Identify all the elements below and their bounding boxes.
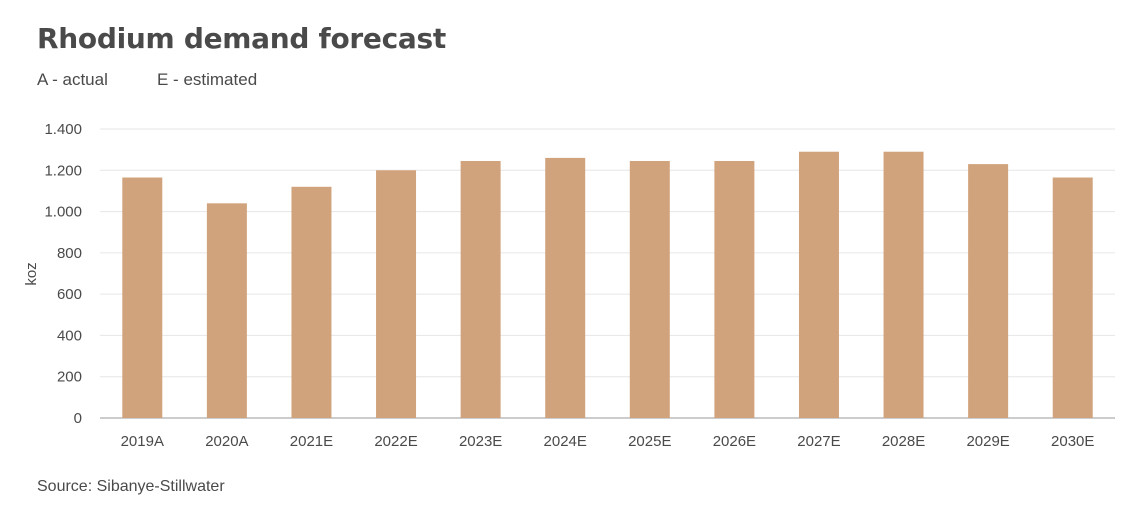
y-tick-label: 1.400	[44, 121, 82, 138]
bars	[122, 151, 1093, 418]
y-tick-labels: 0 200 400 600 800 1.000 1.200 1.400	[44, 121, 82, 427]
bar-2029E	[968, 164, 1009, 418]
source-note: Source: Sibanye-Stillwater	[37, 478, 225, 495]
bar-2028E	[883, 151, 924, 418]
bar-2024E	[545, 157, 586, 418]
bar-2027E	[798, 151, 839, 418]
bar-2023E	[460, 160, 501, 418]
x-tick-label: 2020A	[205, 433, 248, 450]
x-tick-label: 2028E	[882, 433, 925, 450]
x-tick-label: 2022E	[374, 433, 417, 450]
x-tick-labels: 2019A 2020A 2021E 2022E 2023E 2024E 2025E 2026E…	[121, 433, 1095, 450]
x-tick-label: 2019A	[121, 433, 164, 450]
x-tick-label: 2030E	[1051, 433, 1094, 450]
bar-2030E	[1052, 177, 1093, 418]
x-tick-label: 2025E	[628, 433, 671, 450]
y-tick-label: 400	[57, 327, 82, 344]
bar-2025E	[629, 160, 670, 418]
x-tick-label: 2021E	[290, 433, 333, 450]
y-tick-label: 0	[74, 410, 82, 427]
bar-2026E	[714, 160, 755, 418]
bar-2020A	[206, 203, 247, 418]
x-tick-label: 2029E	[966, 433, 1009, 450]
bar-2019A	[122, 177, 163, 418]
x-tick-label: 2023E	[459, 433, 502, 450]
bar-2021E	[291, 186, 332, 418]
y-tick-label: 600	[57, 286, 82, 303]
x-tick-label: 2026E	[713, 433, 756, 450]
y-axis-label: koz	[23, 262, 40, 285]
bar-2022E	[376, 170, 417, 418]
note-estimated: E - estimated	[157, 70, 258, 89]
x-tick-label: 2024E	[544, 433, 587, 450]
gridlines	[100, 128, 1115, 419]
y-tick-label: 200	[57, 369, 82, 386]
y-tick-label: 1.000	[44, 204, 82, 221]
x-tick-label: 2027E	[797, 433, 840, 450]
note-actual: A - actual	[37, 70, 108, 89]
chart-title: Rhodium demand forecast	[37, 22, 446, 55]
y-tick-label: 800	[57, 245, 82, 262]
y-tick-label: 1.200	[44, 162, 82, 179]
